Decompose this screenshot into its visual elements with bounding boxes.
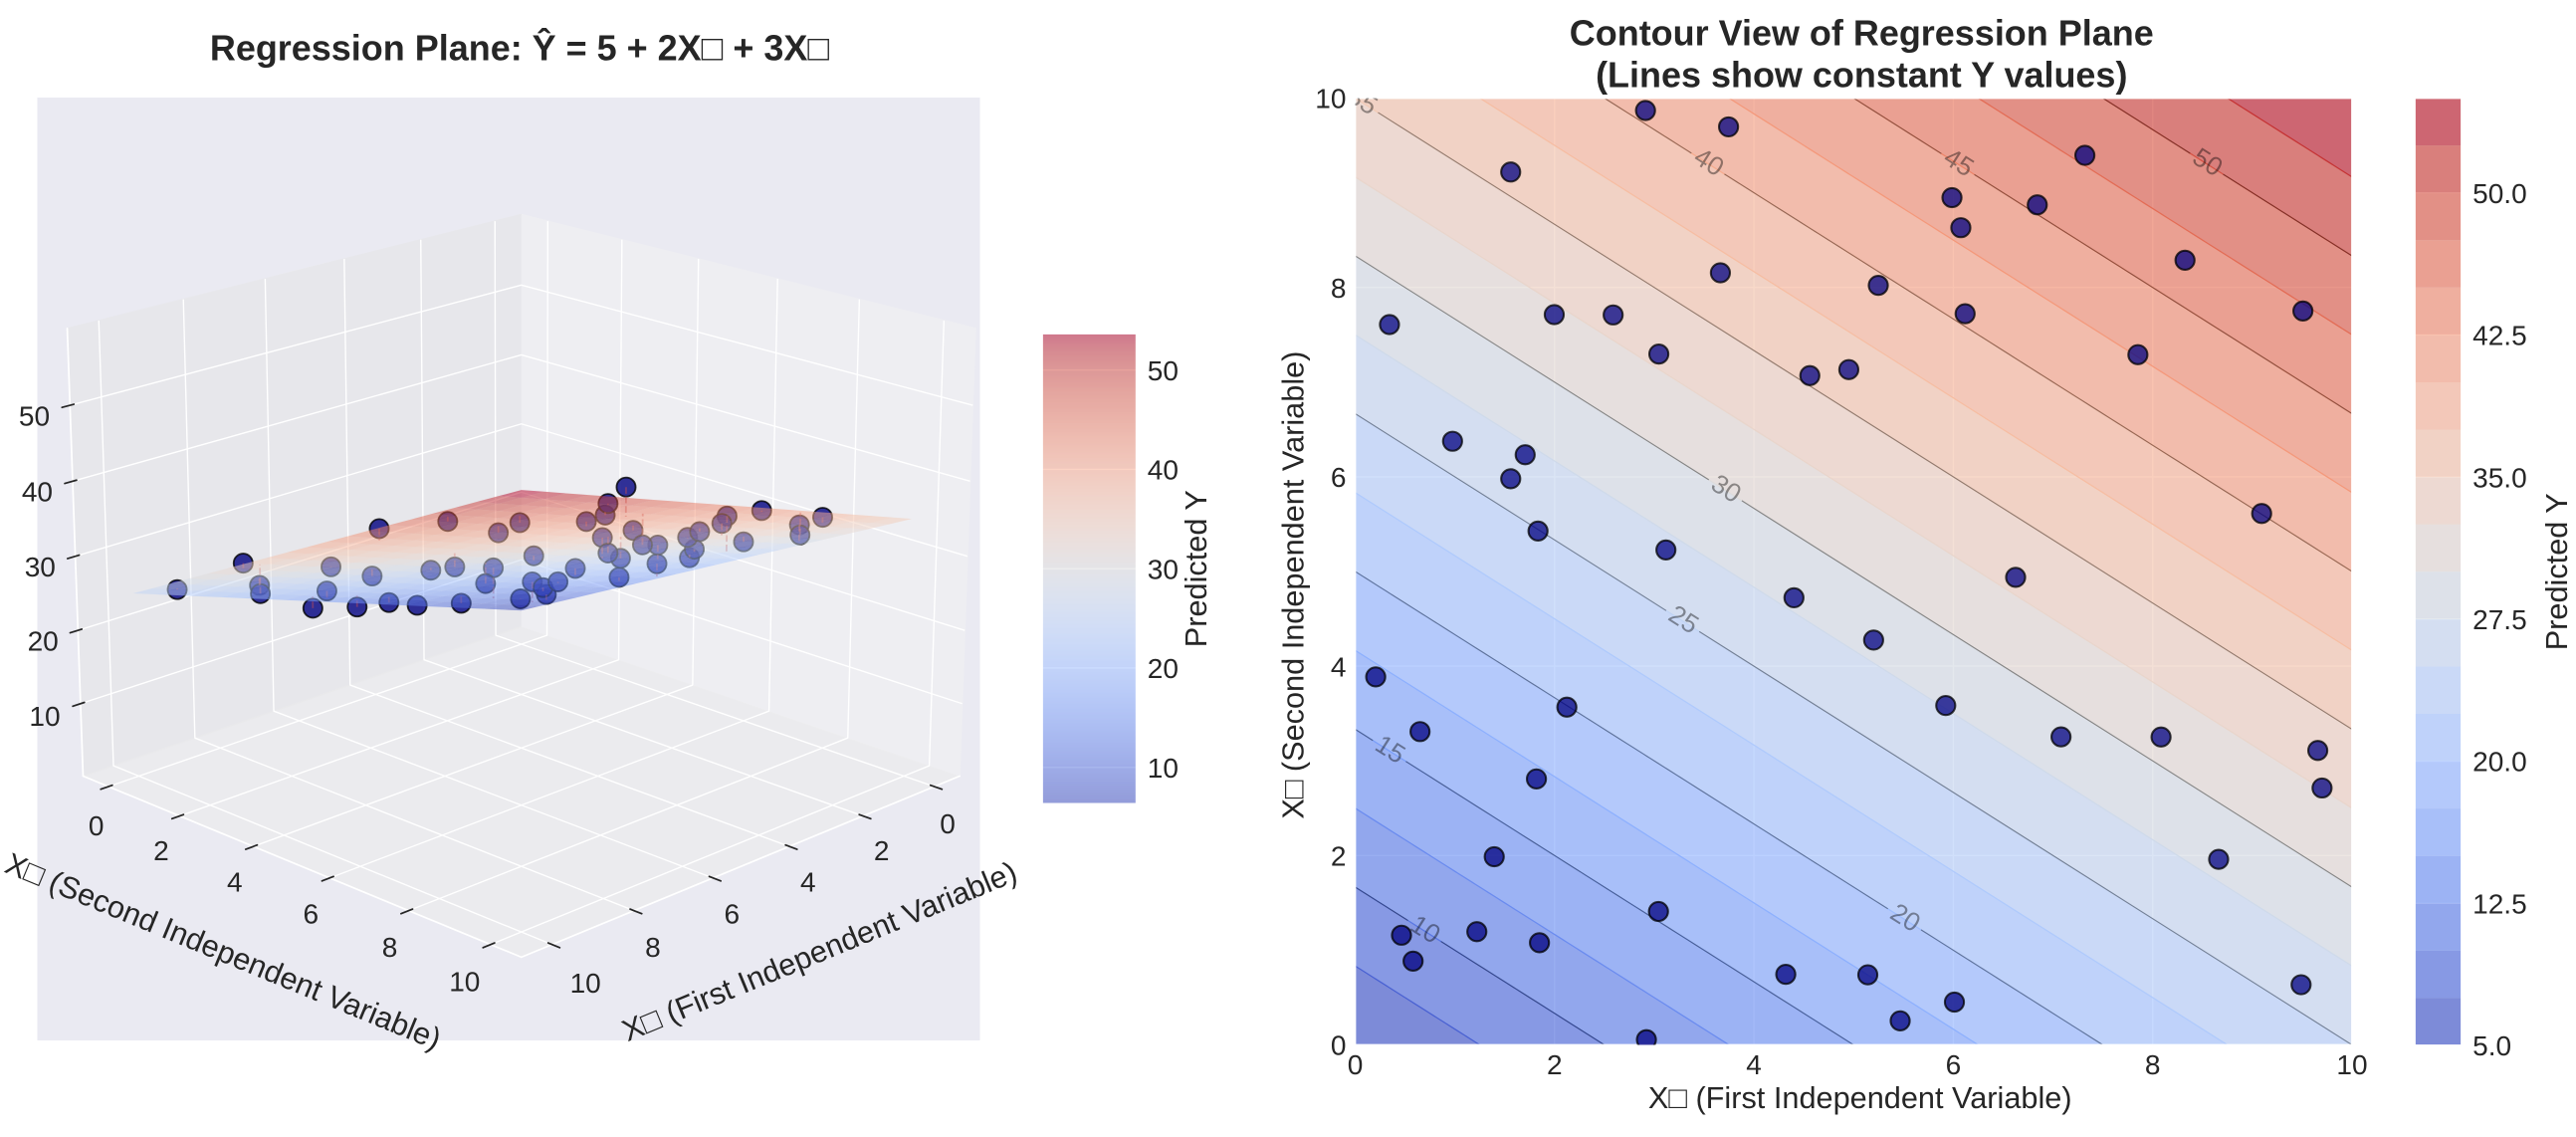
svg-text:50.0: 50.0 bbox=[2472, 178, 2527, 209]
svg-text:8: 8 bbox=[645, 932, 661, 963]
svg-text:(Lines show constant Y values): (Lines show constant Y values) bbox=[1596, 54, 2127, 95]
svg-text:50: 50 bbox=[1148, 355, 1179, 386]
svg-text:27.5: 27.5 bbox=[2472, 604, 2527, 635]
svg-text:8: 8 bbox=[1331, 273, 1347, 304]
svg-text:20: 20 bbox=[28, 625, 59, 656]
svg-text:40: 40 bbox=[1148, 455, 1179, 486]
svg-text:6: 6 bbox=[1331, 462, 1347, 493]
svg-text:12.5: 12.5 bbox=[2472, 888, 2527, 919]
svg-text:50: 50 bbox=[19, 400, 50, 431]
svg-text:35.0: 35.0 bbox=[2472, 462, 2527, 493]
svg-text:8: 8 bbox=[2145, 1049, 2161, 1080]
svg-text:20.0: 20.0 bbox=[2472, 747, 2527, 778]
svg-text:10: 10 bbox=[29, 701, 60, 732]
svg-text:5.0: 5.0 bbox=[2472, 1030, 2511, 1061]
svg-text:10: 10 bbox=[570, 968, 601, 999]
svg-text:0: 0 bbox=[1348, 1049, 1364, 1080]
svg-text:Predicted Y: Predicted Y bbox=[1179, 490, 1213, 647]
svg-text:42.5: 42.5 bbox=[2472, 321, 2527, 351]
svg-text:2: 2 bbox=[1331, 840, 1347, 871]
svg-text:X□ (First Independent Variable: X□ (First Independent Variable) bbox=[1648, 1080, 2072, 1115]
svg-text:4: 4 bbox=[800, 866, 816, 897]
svg-text:6: 6 bbox=[1946, 1049, 1962, 1080]
svg-text:10: 10 bbox=[1148, 753, 1179, 784]
svg-text:4: 4 bbox=[1746, 1049, 1762, 1080]
svg-text:8: 8 bbox=[382, 932, 398, 963]
svg-text:X□ (Second Independent Variabl: X□ (Second Independent Variable) bbox=[1275, 351, 1310, 819]
svg-text:10: 10 bbox=[449, 966, 480, 997]
svg-text:4: 4 bbox=[1331, 651, 1347, 682]
svg-text:Contour View of Regression Pla: Contour View of Regression Plane bbox=[1570, 12, 2154, 53]
svg-text:0: 0 bbox=[1331, 1030, 1347, 1061]
svg-text:0: 0 bbox=[89, 810, 105, 841]
svg-text:2: 2 bbox=[153, 835, 169, 866]
svg-text:6: 6 bbox=[724, 898, 740, 929]
svg-text:10: 10 bbox=[1315, 84, 1346, 114]
svg-text:6: 6 bbox=[304, 898, 320, 929]
svg-text:Predicted Y: Predicted Y bbox=[2539, 493, 2574, 650]
svg-text:30: 30 bbox=[1148, 554, 1179, 584]
svg-text:4: 4 bbox=[227, 866, 243, 897]
svg-text:20: 20 bbox=[1148, 653, 1179, 684]
svg-text:10: 10 bbox=[2336, 1049, 2367, 1080]
svg-text:30: 30 bbox=[25, 552, 56, 582]
svg-text:0: 0 bbox=[940, 808, 956, 839]
svg-text:Regression Plane: Ŷ = 5 + 2X□: Regression Plane: Ŷ = 5 + 2X□ + 3X□ bbox=[210, 28, 830, 69]
svg-text:40: 40 bbox=[22, 477, 53, 508]
svg-text:2: 2 bbox=[874, 835, 890, 866]
svg-text:2: 2 bbox=[1547, 1049, 1563, 1080]
